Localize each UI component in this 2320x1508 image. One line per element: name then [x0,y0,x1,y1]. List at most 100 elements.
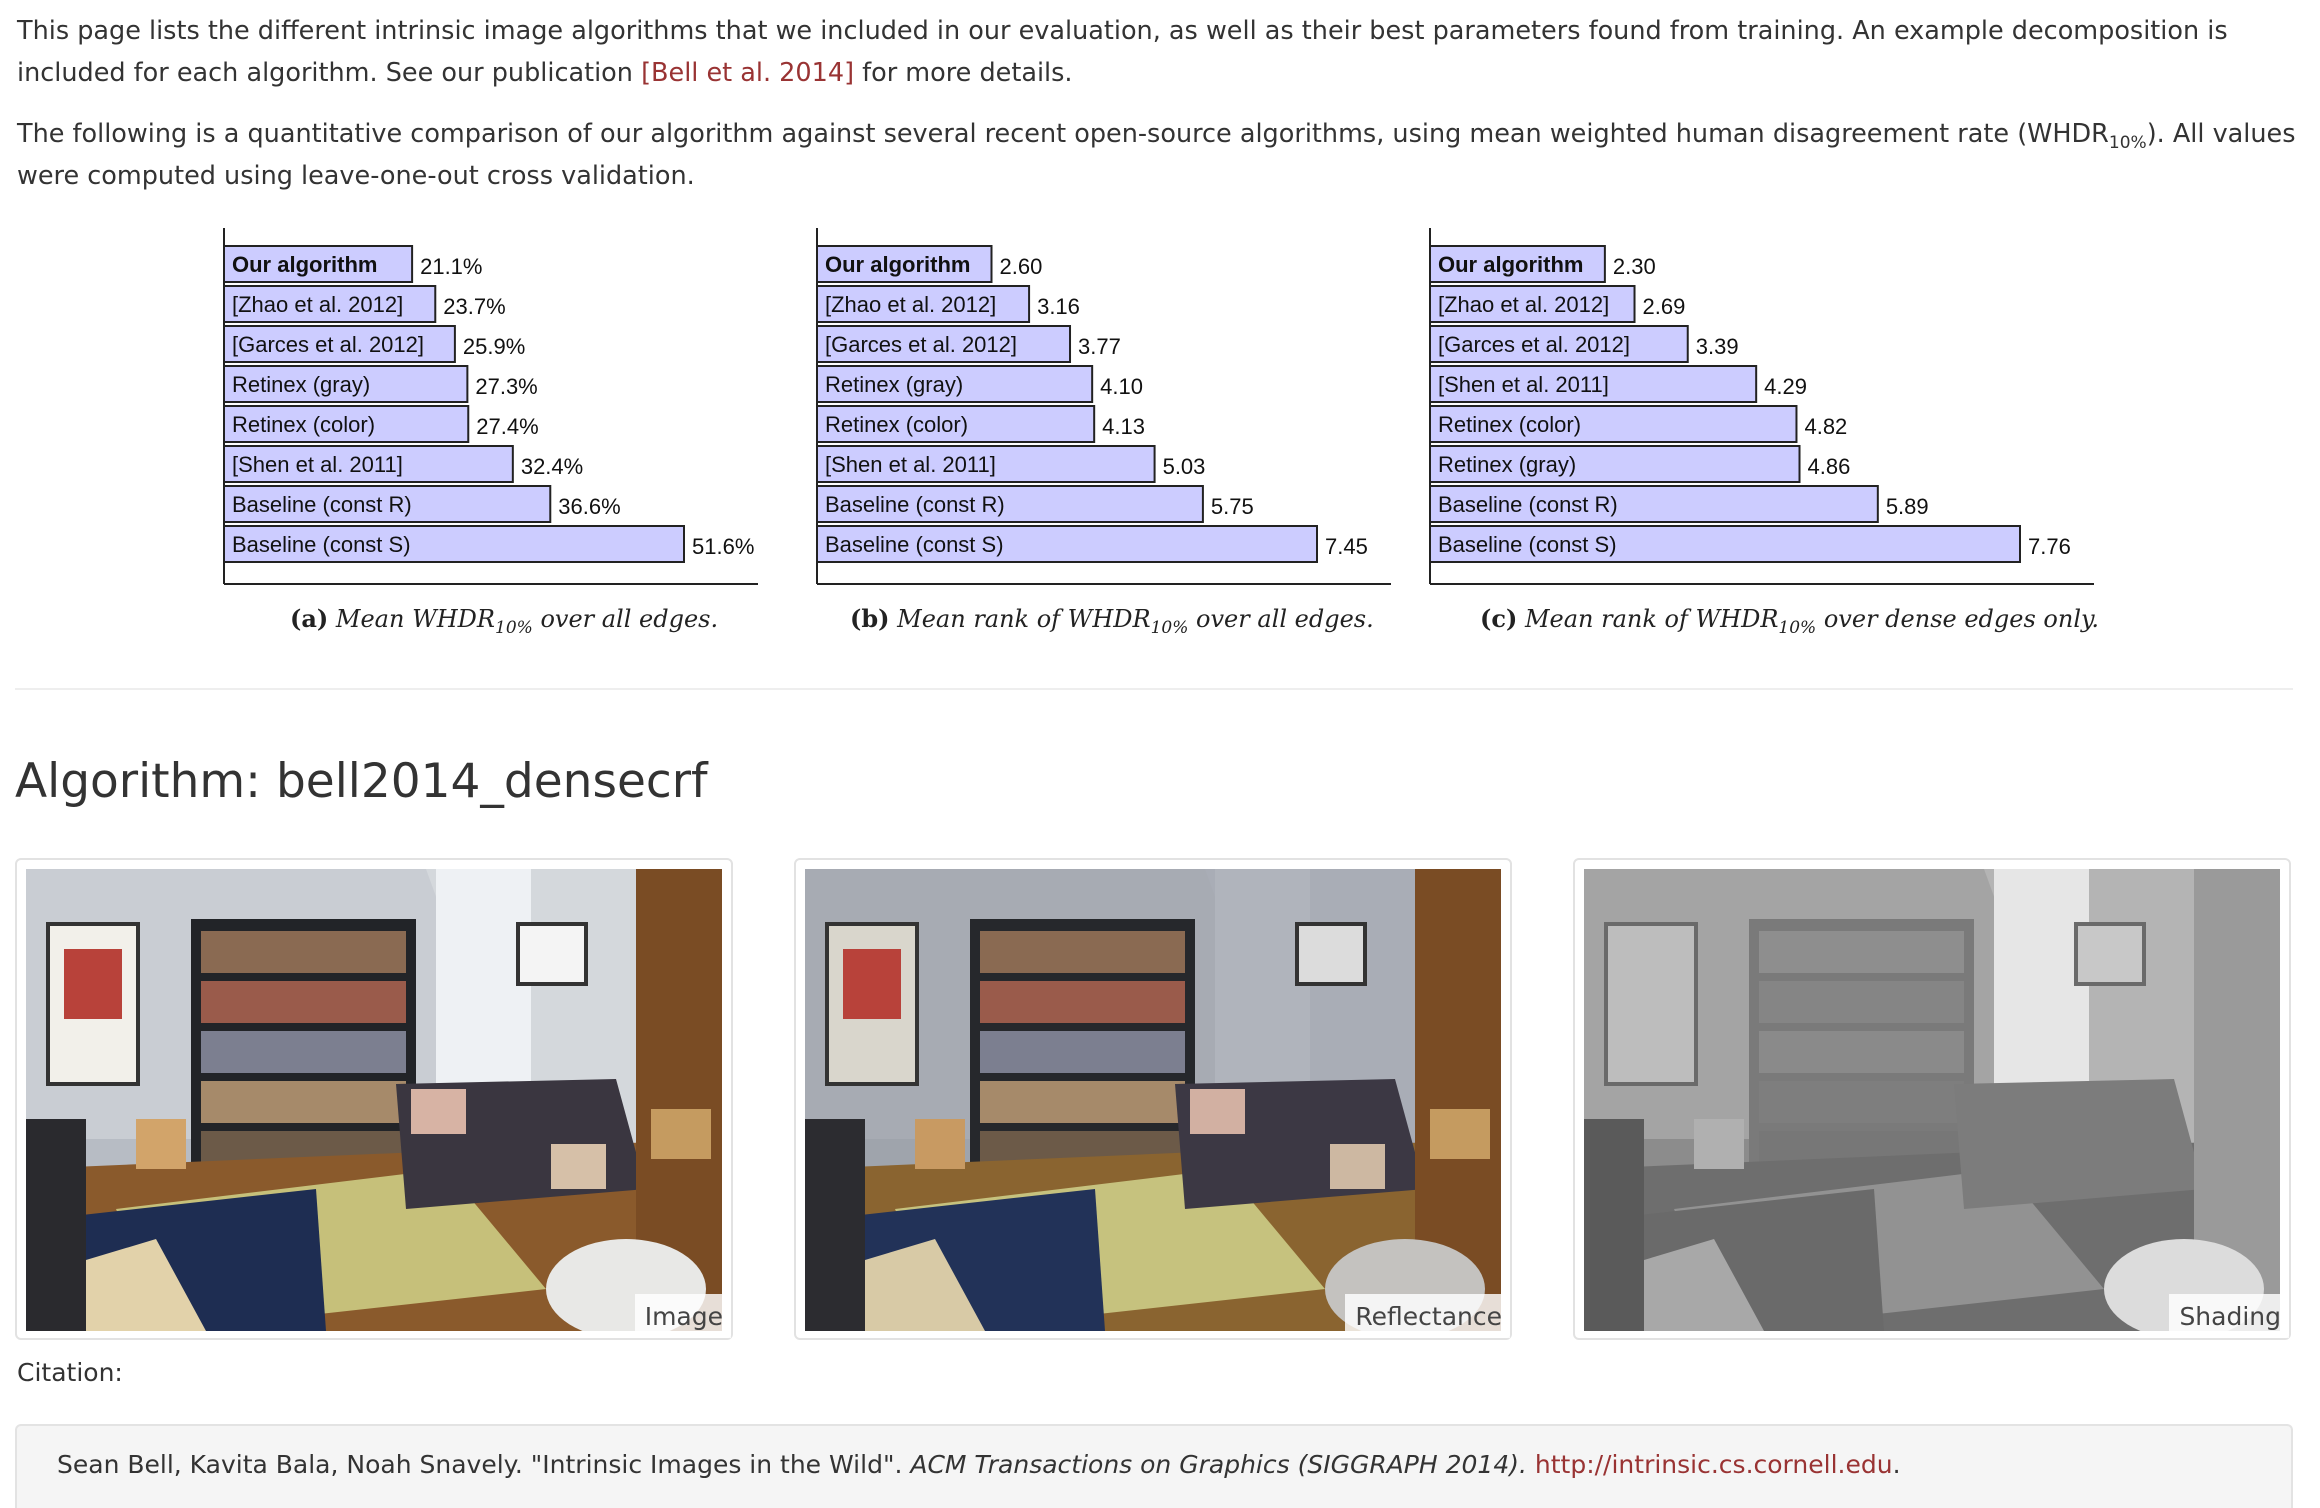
algorithm-title: Algorithm: bell2014_densecrf [15,754,708,809]
image-thumbnail[interactable]: Image [15,858,733,1340]
caption-letter: (a) [290,604,329,633]
bar [223,325,456,363]
project-url-link[interactable]: http://intrinsic.cs.cornell.edu [1534,1450,1893,1479]
bar-category-label: Baseline (const R) [232,492,412,517]
bar [223,485,552,523]
bar-category-label: Our algorithm [1438,252,1583,277]
bar-value-label: 27.3% [475,374,537,399]
bar [816,525,1318,563]
citation-label: Citation: [17,1358,123,1387]
bar-category-label: [Shen et al. 2011] [232,452,403,477]
bar [1429,325,1689,363]
bar-value-label: 2.60 [999,254,1042,279]
citation-text: Sean Bell, Kavita Bala, Noah Snavely. "I… [57,1450,1901,1479]
chart-caption-a: (a) Mean WHDR10% over all edges. [290,604,718,638]
caption-sub: 10% [1778,617,1817,638]
thumbnail-label: Image [634,1294,731,1338]
bar-value-label: 7.76 [2028,534,2071,559]
bar [1429,405,1798,443]
chart-svg: Our algorithm 2.60[Zhao et al. 2012] 3.16 [… [816,228,1391,585]
bar-category-label: Retinex (color) [232,412,375,437]
bar-category-label: [Garces et al. 2012] [232,332,424,357]
whdr-subscript: 10% [2108,133,2147,154]
caption-letter: (b) [850,604,890,633]
bar-value-label: 4.13 [1102,414,1145,439]
bar-category-label: [Shen et al. 2011] [1438,372,1609,397]
intro-text-end: for more details. [862,58,1073,88]
bar [223,245,414,283]
chart-caption-b: (b) Mean rank of WHDR10% over all edges. [850,604,1374,638]
citation-authors: Sean Bell, Kavita Bala, Noah Snavely. "I… [57,1450,903,1479]
bar-value-label: 5.03 [1163,454,1206,479]
bar-value-label: 5.89 [1886,494,1929,519]
bar-category-label: Our algorithm [232,252,377,277]
bar-value-label: 7.45 [1325,534,1368,559]
bar [1429,245,1606,283]
bar-category-label: [Zhao et al. 2012] [825,292,996,317]
bar-category-label: Baseline (const R) [825,492,1005,517]
bar-value-label: 4.10 [1100,374,1143,399]
bar-category-label: Retinex (gray) [1438,452,1576,477]
bar-value-label: 4.82 [1804,414,1847,439]
bell-2014-link[interactable]: [Bell et al. 2014] [641,58,855,88]
bar-category-label: Baseline (const S) [825,532,1004,557]
bar-category-label: Our algorithm [825,252,970,277]
bar-value-label: 21.1% [420,254,482,279]
bar-category-label: Retinex (gray) [825,372,963,397]
bar-category-label: Baseline (const R) [1438,492,1618,517]
bar-category-label: [Zhao et al. 2012] [1438,292,1609,317]
bar-value-label: 25.9% [463,334,525,359]
thumbnail-label: Shading [2169,1294,2289,1338]
bar [1429,445,1801,483]
bar-value-label: 4.29 [1764,374,1807,399]
caption-sub: 10% [1150,617,1189,638]
shading-thumbnail[interactable]: Shading [1573,858,2291,1340]
bar [1429,285,1636,323]
bar-value-label: 2.69 [1643,294,1686,319]
bar-category-label: [Shen et al. 2011] [825,452,996,477]
bar-value-label: 27.4% [476,414,538,439]
bar [223,405,470,443]
bar-category-label: [Garces et al. 2012] [825,332,1017,357]
reflectance-thumbnail[interactable]: Reflectance [794,858,1512,1340]
bar-value-label: 4.86 [1808,454,1851,479]
chart-svg: Our algorithm 2.30[Zhao et al. 2012] 2.69 [… [1429,228,2094,585]
bar-value-label: 5.75 [1211,494,1254,519]
bar [816,445,1156,483]
caption-end: over all edges. [540,605,719,633]
section-divider [15,688,2293,690]
bar [1429,525,2021,563]
reflectance-photo [805,869,1501,1331]
caption-sub: 10% [495,617,533,638]
bar-category-label: Retinex (color) [1438,412,1581,437]
bar [223,285,437,323]
bar-category-label: [Garces et al. 2012] [1438,332,1630,357]
bar [1429,485,1879,523]
bar-category-label: Baseline (const S) [1438,532,1617,557]
thumbnail-label: Reflectance [1345,1294,1510,1338]
bar [816,325,1072,363]
chart-svg: Our algorithm 21.1% [Zhao et al. 2012] 23.7… [223,228,758,585]
bar-category-label: Baseline (const S) [232,532,411,557]
bar [223,365,469,403]
bar [816,365,1094,403]
bar [816,485,1204,523]
bar-value-label: 32.4% [521,454,583,479]
citation-box: Sean Bell, Kavita Bala, Noah Snavely. "I… [15,1424,2293,1508]
citation-venue: ACM Transactions on Graphics (SIGGRAPH 2… [910,1450,1527,1479]
intro-paragraph-2: The following is a quantitative comparis… [17,113,2297,197]
bar [816,405,1096,443]
citation-end: . [1892,1450,1901,1479]
caption-text: Mean rank of WHDR [1524,605,1779,633]
caption-letter: (c) [1480,604,1518,633]
photo-frame [805,869,1501,1331]
bar-value-label: 36.6% [558,494,620,519]
bar [1429,365,1758,403]
bar-category-label: Retinex (gray) [232,372,370,397]
caption-text: Mean WHDR [335,605,495,633]
bar-value-label: 3.16 [1037,294,1080,319]
bar [816,285,1031,323]
bar-category-label: [Zhao et al. 2012] [232,292,403,317]
intro-text: This page lists the different intrinsic … [17,16,2228,88]
